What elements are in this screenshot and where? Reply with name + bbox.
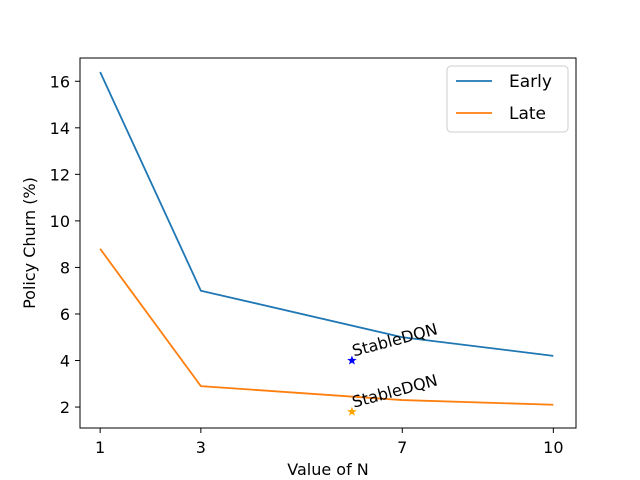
legend: Early Late [446,65,569,133]
y-tick-label: 14 [50,119,70,138]
stable-dqn-marker [347,355,357,365]
x-tick-label: 3 [196,438,206,457]
series-line-early [99,71,554,357]
y-tick-label: 12 [50,165,70,184]
x-tick-label: 7 [397,438,407,457]
y-axis-ticks: 2 4 6 8 10 12 14 16 [50,72,80,417]
y-tick-label: 2 [60,398,70,417]
series-lines [99,71,554,406]
y-axis-label: Policy Churn (%) [20,177,39,309]
stable-dqn-marker [347,406,357,416]
legend-label-early: Early [509,72,552,92]
y-tick-label: 16 [50,72,70,91]
x-axis-ticks: 1 3 7 10 [95,428,564,457]
legend-label-late: Late [509,104,546,124]
y-tick-label: 8 [60,258,70,277]
legend-box [446,65,569,133]
x-tick-label: 1 [95,438,105,457]
y-tick-label: 10 [50,212,70,231]
y-tick-label: 6 [60,305,70,324]
x-axis-label: Value of N [287,460,369,479]
x-tick-label: 10 [543,438,563,457]
y-tick-label: 4 [60,352,70,371]
series-line-late [99,248,554,406]
